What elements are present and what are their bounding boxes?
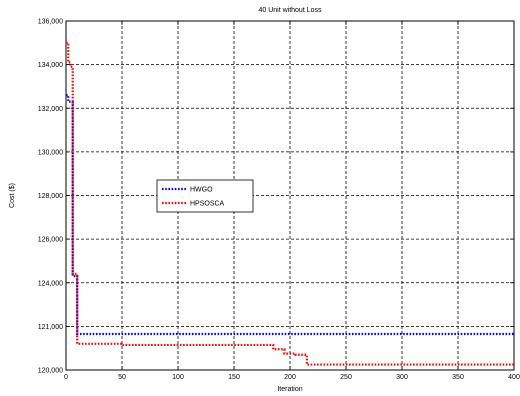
- x-tick-label: 300: [396, 374, 408, 381]
- y-tick-label: 124,000: [38, 280, 63, 287]
- series-layer: [66, 41, 514, 366]
- legend: HWGO HPSOSCA: [156, 179, 254, 213]
- x-tick-label: 50: [118, 374, 126, 381]
- y-tick-label: 128,000: [38, 193, 63, 200]
- y-tick-label: 132,000: [38, 106, 63, 113]
- grid-lines: [66, 21, 514, 370]
- legend-label-hpsosca: HPSOSCA: [190, 201, 225, 208]
- legend-label-hwgo: HWGO: [190, 187, 213, 194]
- y-axis-title: Cost ($): [9, 183, 16, 208]
- x-tick-label: 250: [340, 374, 352, 381]
- y-tick-label: 136,000: [38, 19, 63, 26]
- x-tick-label: 0: [64, 374, 68, 381]
- x-tick-label: 400: [508, 374, 520, 381]
- series-line-hpsosca: [66, 41, 514, 366]
- x-axis-title: Iteration: [277, 386, 302, 393]
- chart-title: 40 Unit without Loss: [258, 7, 322, 14]
- y-tick-label: 120,000: [38, 368, 63, 375]
- y-tick-label: 134,000: [38, 62, 63, 69]
- y-tick-label: 130,000: [38, 149, 63, 156]
- x-tick-label: 200: [284, 374, 296, 381]
- axis-ticks: 0 50 100 150 200 250 300 350 400 120,000 121,000 12…: [38, 19, 520, 382]
- y-tick-label: 126,000: [38, 237, 63, 244]
- x-tick-label: 150: [228, 374, 240, 381]
- x-tick-label: 350: [452, 374, 464, 381]
- legend-box: [156, 179, 254, 213]
- x-tick-label: 100: [172, 374, 184, 381]
- y-tick-label: 121,000: [38, 324, 63, 331]
